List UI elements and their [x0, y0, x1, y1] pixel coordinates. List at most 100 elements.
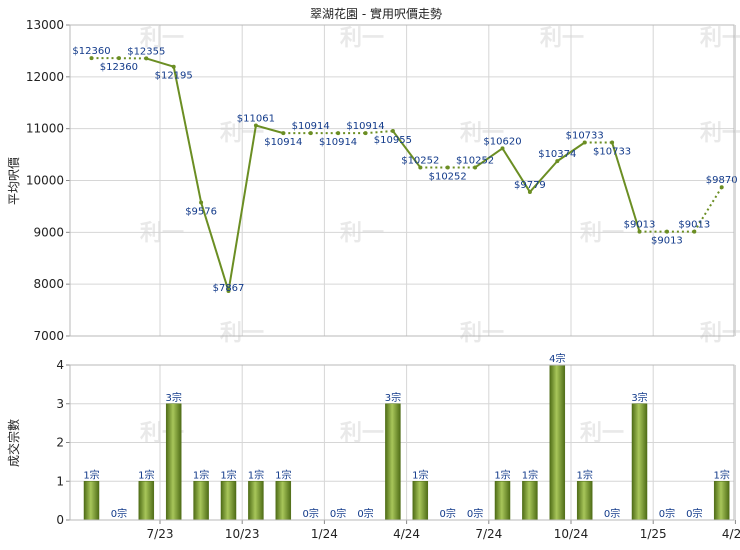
count-bar-label: 3宗 — [385, 391, 401, 404]
count-bar-label: 0宗 — [440, 507, 456, 520]
count-bar — [220, 481, 237, 521]
price-point-labels: $12360 $12360 $12355 $12195 $9576 $7867 $11061… — [72, 46, 737, 294]
x-tick-label: 4/25 — [722, 527, 740, 541]
price-point — [336, 131, 341, 136]
price-line-segment — [227, 125, 257, 292]
count-bar-label: 1宗 — [83, 468, 99, 481]
price-point — [500, 146, 505, 151]
count-bar — [549, 364, 566, 521]
watermark-text: 利一 — [460, 121, 504, 146]
price-y-tick-label: 10000 — [26, 174, 64, 188]
price-point — [390, 128, 395, 133]
count-bar — [713, 481, 730, 521]
count-bar-label: 0宗 — [604, 507, 620, 520]
price-point — [253, 123, 258, 128]
count-bar-label: 0宗 — [330, 507, 346, 520]
price-point — [445, 165, 450, 170]
price-y-axis-label: 平均呎價 — [7, 157, 21, 205]
watermark-text: 利一 — [140, 26, 184, 51]
price-y-tick-label: 8000 — [33, 277, 64, 291]
count-bar-label: 1宗 — [577, 468, 593, 481]
price-line-segment — [172, 66, 203, 203]
price-point — [363, 131, 368, 136]
count-bar — [248, 481, 264, 521]
count-y-axis-label: 成交宗數 — [6, 419, 21, 467]
price-line-segment — [146, 57, 174, 68]
watermark-text: 利一 — [340, 221, 384, 246]
x-tick-label: 10/23 — [225, 527, 260, 541]
x-tick-label: 10/24 — [554, 527, 589, 541]
count-bar — [138, 481, 155, 521]
price-line-dotted-segment — [693, 186, 723, 233]
watermark-text: 利一 — [580, 421, 624, 446]
count-bar-label: 1宗 — [275, 468, 291, 481]
price-line-segment — [529, 160, 559, 193]
count-bar — [576, 481, 593, 521]
count-bar-label: 1宗 — [193, 468, 209, 481]
price-point-label: $9870 — [706, 175, 738, 186]
count-bar-labels: 1宗 0宗 1宗 3宗 1宗 1宗 1宗 1宗 0宗 0宗 0宗 3宗 1宗 0宗 0宗 1宗 1宗 4宗 1宗 0宗… — [83, 352, 730, 520]
price-point-label: $9013 — [678, 220, 710, 231]
price-point — [308, 131, 313, 136]
price-point — [692, 229, 697, 234]
price-point-label: $10252 — [429, 171, 467, 182]
price-point — [281, 131, 286, 136]
price-point-label: $10914 — [346, 121, 384, 132]
price-point-label: $10252 — [456, 155, 494, 166]
price-point-label: $10620 — [483, 136, 521, 147]
price-point — [171, 64, 176, 69]
count-bar-label: 0宗 — [111, 507, 127, 520]
count-bar-label: 1宗 — [494, 468, 510, 481]
price-point-label: $9576 — [185, 206, 217, 217]
watermark-text: 利一 — [460, 321, 504, 346]
price-point-label: $10914 — [292, 121, 330, 132]
count-y-tick-label: 4 — [56, 358, 64, 372]
count-bar — [193, 481, 209, 521]
price-y-ticks: 13000 12000 11000 10000 9000 8000 7000 — [26, 18, 70, 343]
price-point-label: $10374 — [538, 149, 576, 160]
x-tick-label: 1/24 — [311, 527, 338, 541]
price-line-segment — [556, 141, 586, 162]
price-point-label: $10733 — [593, 147, 631, 158]
count-y-ticks: 4 3 2 1 0 — [56, 358, 70, 527]
price-line-segment — [611, 142, 641, 232]
price-line — [89, 56, 724, 294]
price-y-tick-label: 11000 — [26, 122, 64, 136]
price-point — [144, 56, 149, 61]
count-bar-label: 0宗 — [686, 507, 702, 520]
count-bar-label: 1宗 — [412, 468, 428, 481]
count-bar — [631, 403, 648, 521]
price-line-segment — [200, 202, 230, 292]
count-bar — [275, 481, 292, 521]
price-point — [637, 229, 642, 234]
price-point-label: $12360 — [72, 46, 110, 57]
watermark-text: 利一 — [540, 26, 584, 51]
watermark-text: 利一 — [140, 221, 184, 246]
count-bar-label: 3宗 — [631, 391, 647, 404]
price-point — [582, 140, 587, 145]
price-point-label: $7867 — [213, 283, 245, 294]
watermark-text: 利一 — [340, 421, 384, 446]
x-tick-label: 4/24 — [393, 527, 420, 541]
count-bar-label: 1宗 — [522, 468, 538, 481]
count-y-tick-label: 1 — [56, 474, 64, 488]
count-y-tick-label: 3 — [56, 397, 64, 411]
watermark-text: 利一 — [700, 26, 740, 51]
price-point-label: $10252 — [401, 155, 439, 166]
price-point-label: $11061 — [237, 114, 275, 125]
price-point-label: $10733 — [566, 131, 604, 142]
price-point — [555, 159, 560, 164]
price-point-label: $12355 — [127, 46, 165, 57]
price-point-label: $12195 — [155, 71, 193, 82]
price-plot-frame — [69, 24, 735, 337]
count-bar — [385, 403, 401, 521]
count-bar — [165, 403, 182, 521]
price-y-tick-label: 13000 — [26, 18, 64, 32]
price-point-label: $10914 — [264, 137, 302, 148]
price-line-segment — [501, 147, 531, 193]
price-point — [418, 165, 423, 170]
watermark-text: 利一 — [340, 26, 384, 51]
price-point — [116, 56, 121, 61]
price-point-label: $12360 — [100, 62, 138, 73]
